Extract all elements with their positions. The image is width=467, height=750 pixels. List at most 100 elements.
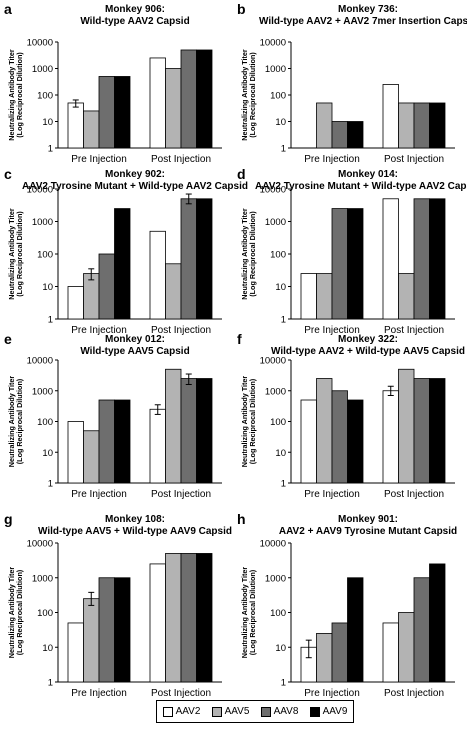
- y-tick-label: 10000: [260, 356, 286, 367]
- panel-letter: h: [237, 511, 246, 527]
- y-tick-label: 10: [42, 448, 53, 459]
- bar-aav8: [180, 378, 197, 484]
- panel-title: Monkey 901:: [338, 514, 398, 525]
- bar-aav2: [382, 390, 399, 484]
- legend-label-aav2: AAV2: [175, 706, 201, 717]
- panel-subtitle: Wild-type AAV2 + Wild-type AAV5 Capsid: [271, 346, 465, 357]
- y-tick-label: 10: [275, 282, 286, 293]
- panel-letter: b: [237, 1, 246, 17]
- y-tick-label: 100: [270, 417, 286, 428]
- y-tick-label: 1000: [32, 386, 53, 397]
- x-tick-label: Post Injection: [151, 688, 211, 699]
- y-axis-title: Neutralizing Antibody Titer: [240, 208, 249, 300]
- bar-aav2: [382, 198, 399, 320]
- y-tick-label: 1000: [265, 573, 286, 584]
- bar-aav9: [196, 198, 213, 320]
- y-axis-title: Neutralizing Antibody Titer: [7, 208, 16, 300]
- y-axis-subtitle: (Log Reciprocal Dilution): [248, 569, 257, 655]
- legend-swatch-aav8: [260, 706, 271, 717]
- bar-aav8: [180, 198, 197, 320]
- y-axis-subtitle: (Log Reciprocal Dilution): [248, 211, 257, 297]
- bar-aav9: [429, 378, 446, 484]
- panel-subtitle: Wild-type AAV5 + Wild-type AAV9 Capsid: [38, 526, 232, 537]
- panel-title: Monkey 322:: [338, 334, 398, 345]
- panel-subtitle: AAV2 + AAV9 Tyrosine Mutant Capsid: [279, 526, 457, 537]
- bar-aav9: [196, 553, 213, 683]
- y-tick-label: 1: [48, 479, 53, 490]
- x-tick-label: Post Injection: [384, 688, 444, 699]
- panel-title: Monkey 012:: [105, 334, 165, 345]
- panel-h: h Monkey 901:AAV2 + AAV9 Tyrosine Mutant …: [237, 511, 457, 699]
- bar-aav8: [413, 577, 430, 683]
- bar-aav8: [98, 253, 115, 320]
- bar-aav2: [300, 273, 317, 320]
- figure-panels: a Monkey 906:Wild-type AAV2 Capsid 1 10 100 1…: [4, 1, 467, 699]
- bar-aav8: [98, 399, 115, 484]
- bar-aav9: [114, 399, 131, 484]
- x-tick-label: Post Injection: [384, 154, 444, 165]
- y-axis-subtitle: (Log Reciprocal Dilution): [15, 211, 24, 297]
- y-axis-subtitle: (Log Reciprocal Dilution): [15, 52, 24, 138]
- y-tick-label: 1: [281, 678, 286, 689]
- legend-swatch-aav5: [211, 706, 222, 717]
- bar-aav5: [398, 102, 415, 149]
- panel-subtitle: Wild-type AAV5 Capsid: [80, 346, 189, 357]
- x-tick-label: Pre Injection: [304, 688, 360, 699]
- y-tick-label: 10: [275, 448, 286, 459]
- bar-aav9: [196, 49, 213, 149]
- x-tick-label: Pre Injection: [71, 154, 127, 165]
- panel-title: Monkey 736:: [338, 4, 398, 15]
- y-tick-label: 10000: [27, 185, 53, 196]
- y-tick-label: 1000: [32, 217, 53, 228]
- bar-aav8: [413, 198, 430, 320]
- y-tick-label: 1: [48, 315, 53, 326]
- x-tick-label: Pre Injection: [71, 325, 127, 336]
- legend-item-aav2: AAV2: [162, 706, 201, 717]
- bar-aav5: [83, 273, 100, 320]
- panel-title: Monkey 014:: [338, 169, 398, 180]
- panel-a: a Monkey 906:Wild-type AAV2 Capsid 1 10 100 1…: [4, 1, 222, 165]
- bar-aav8: [98, 577, 115, 683]
- panel-subtitle: Wild-type AAV2 Capsid: [80, 16, 189, 27]
- bar-aav8: [331, 208, 348, 320]
- y-tick-label: 1: [281, 144, 286, 155]
- panel-letter: d: [237, 166, 246, 182]
- y-tick-label: 10000: [27, 539, 53, 550]
- panel-f: f Monkey 322:Wild-type AAV2 + Wild-type A…: [237, 331, 465, 500]
- y-axis-title: Neutralizing Antibody Titer: [7, 567, 16, 659]
- panel-letter: a: [4, 1, 12, 17]
- bar-aav8: [413, 378, 430, 484]
- bar-aav9: [429, 563, 446, 683]
- bar-aav2: [149, 57, 166, 149]
- x-tick-label: Post Injection: [151, 154, 211, 165]
- legend-item-aav9: AAV9: [309, 706, 347, 717]
- bar-aav5: [316, 378, 333, 484]
- panel-letter: e: [4, 331, 12, 347]
- bar-aav9: [114, 208, 131, 320]
- bar-aav5: [83, 430, 100, 484]
- y-tick-label: 1000: [32, 64, 53, 75]
- x-tick-label: Post Injection: [384, 489, 444, 500]
- bar-aav5: [398, 368, 415, 484]
- y-axis-title: Neutralizing Antibody Titer: [7, 49, 16, 141]
- y-tick-label: 10000: [260, 38, 286, 49]
- x-tick-label: Post Injection: [151, 489, 211, 500]
- y-tick-label: 10: [42, 643, 53, 654]
- panel-subtitle: AAV2 Tyrosine Mutant + Wild-type AAV2 Ca…: [255, 181, 467, 192]
- bar-aav9: [114, 76, 131, 149]
- bar-aav8: [331, 622, 348, 683]
- bar-aav2: [300, 399, 317, 484]
- x-tick-label: Pre Injection: [304, 489, 360, 500]
- bar-aav9: [347, 121, 364, 149]
- panel-e: e Monkey 012:Wild-type AAV5 Capsid 1 10 100 1…: [4, 331, 222, 500]
- x-tick-label: Pre Injection: [304, 154, 360, 165]
- bar-aav9: [114, 577, 131, 683]
- x-tick-label: Pre Injection: [304, 325, 360, 336]
- y-tick-label: 10000: [260, 539, 286, 550]
- legend-swatch-aav2: [162, 706, 173, 717]
- panel-letter: c: [4, 166, 12, 182]
- y-tick-label: 100: [270, 608, 286, 619]
- y-tick-label: 1000: [265, 217, 286, 228]
- x-tick-label: Post Injection: [384, 325, 444, 336]
- bar-aav5: [165, 368, 182, 484]
